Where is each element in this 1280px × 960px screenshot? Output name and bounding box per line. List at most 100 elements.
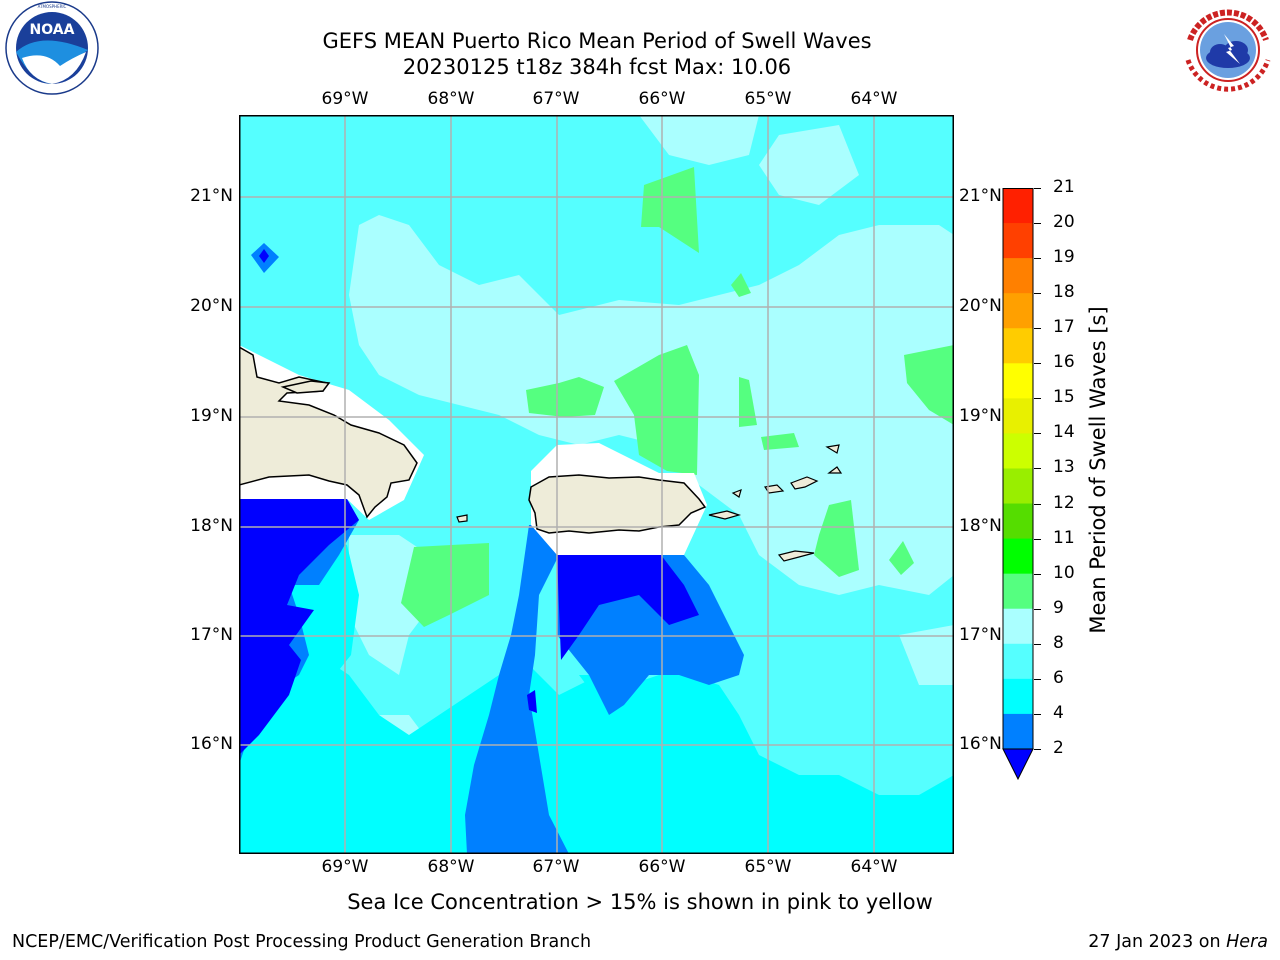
contour-9-10 [904, 345, 954, 425]
colorbar-tick-mark [1034, 433, 1041, 435]
colorbar-tick-mark [1034, 363, 1041, 365]
colorbar-tick-mark [1034, 223, 1041, 225]
colorbar-tick-label: 21 [1053, 177, 1075, 197]
lon-label-bottom: 68°W [427, 857, 475, 877]
lon-label-top: 66°W [638, 89, 686, 109]
lat-label-right: 19°N [959, 406, 1002, 426]
lat-label-right: 21°N [959, 186, 1002, 206]
colorbar-segment [1003, 293, 1033, 329]
colorbar-tick-mark [1034, 328, 1041, 330]
colorbar-tick-label: 11 [1053, 527, 1075, 548]
colorbar-tick-label: 2 [1053, 737, 1064, 758]
footer-machine: Hera [1226, 932, 1268, 952]
colorbar-segment [1003, 573, 1033, 610]
colorbar-segment [1003, 363, 1033, 399]
st-john-island [790, 476, 819, 490]
sea-ice-note: Sea Ice Concentration > 15% is shown in … [347, 890, 933, 914]
colorbar-tick-mark [1034, 293, 1041, 295]
colorbar-segment [1003, 643, 1033, 680]
contour-below-2 [527, 690, 537, 713]
colorbar-tick-label: 6 [1053, 667, 1064, 688]
colorbar-tick-label: 18 [1053, 282, 1075, 303]
lat-label-right: 20°N [959, 296, 1002, 316]
colorbar-tick-label: 14 [1053, 422, 1075, 443]
colorbar-segment [1003, 608, 1033, 645]
mona-island [456, 514, 468, 523]
contour-9-10 [526, 377, 604, 417]
contour-below-2 [259, 249, 269, 263]
lon-label-top: 65°W [744, 89, 792, 109]
colorbar-tick-label: 12 [1053, 492, 1075, 513]
svg-text:NOAA: NOAA [30, 22, 75, 38]
colorbar-segment [1003, 328, 1033, 364]
map-title-line1: GEFS MEAN Puerto Rico Mean Period of Swe… [322, 29, 872, 53]
lat-label-right: 16°N [959, 734, 1002, 754]
colorbar-tick-mark [1034, 188, 1041, 189]
colorbar-tick-label: 10 [1053, 562, 1075, 583]
colorbar-tick-mark [1034, 608, 1041, 610]
lon-label-bottom: 66°W [638, 857, 686, 877]
lon-label-top: 64°W [850, 89, 898, 109]
puerto-rico-land [528, 474, 707, 534]
svg-text:ATMOSPHERIC: ATMOSPHERIC [38, 4, 67, 9]
map-plot-area[interactable] [238, 115, 954, 855]
contour-9-10 [614, 345, 699, 475]
contour-8-9 [899, 625, 954, 685]
colorbar-tick-mark [1034, 573, 1041, 575]
lon-label-top: 69°W [321, 89, 369, 109]
map-title-line2: 20230125 t18z 384h fcst Max: 10.06 [402, 55, 792, 79]
colorbar-tick-label: 8 [1053, 632, 1064, 653]
colorbar-frame [1002, 188, 1034, 750]
colorbar [1002, 188, 1034, 782]
contour-below-2 [557, 555, 699, 660]
swell-period-map [238, 115, 954, 855]
contour-9-10 [889, 541, 914, 575]
colorbar-tick-label: 19 [1053, 247, 1075, 268]
anegada-island [825, 444, 840, 454]
colorbar-segment [1003, 503, 1033, 540]
footer-branch: NCEP/EMC/Verification Post Processing Pr… [12, 932, 592, 952]
colorbar-tick-mark [1034, 398, 1041, 400]
colorbar-tick-mark [1034, 643, 1041, 645]
colorbar-tick-label: 20 [1053, 212, 1075, 233]
colorbar-tick-label: 13 [1053, 457, 1075, 478]
colorbar-segment [1003, 433, 1033, 469]
footer-date: 27 Jan 2023 on Hera [1088, 932, 1268, 952]
footer-date-text: 27 Jan 2023 on [1088, 932, 1227, 952]
lat-label-right: 18°N [959, 516, 1002, 536]
colorbar-label-text: Mean Period of Swell Waves [s] [1086, 306, 1110, 634]
lon-label-bottom: 64°W [850, 857, 898, 877]
colorbar-tick-mark [1034, 678, 1041, 680]
vieques-island [708, 510, 742, 520]
map-frame [239, 115, 954, 854]
contour-9-10 [401, 543, 489, 627]
colorbar-svg [1002, 188, 1034, 781]
colorbar-tick-mark [1034, 468, 1041, 470]
lat-label-left: 17°N [190, 625, 233, 645]
lat-label-left: 21°N [190, 186, 233, 206]
colorbar-tick-label: 17 [1053, 317, 1075, 338]
culebra-island [731, 489, 742, 498]
contour-4-6 [239, 655, 954, 855]
colorbar-tick-mark [1034, 748, 1041, 750]
colorbar-segment [1003, 468, 1033, 505]
lon-label-top: 68°W [427, 89, 475, 109]
lat-label-left: 18°N [190, 516, 233, 536]
lon-label-bottom: 67°W [532, 857, 580, 877]
contour-9-10 [739, 377, 757, 427]
graticule [239, 115, 954, 854]
nws-logo [1176, 0, 1280, 100]
contour-below-2 [239, 499, 359, 755]
colorbar-extend-triangle [1002, 748, 1034, 781]
contour-9-10 [761, 433, 799, 450]
colorbar-segment [1003, 713, 1033, 750]
contour-2-4 [465, 525, 569, 854]
lon-label-bottom: 69°W [321, 857, 369, 877]
colorbar-segment [1003, 538, 1033, 575]
colorbar-tick-mark [1034, 538, 1041, 540]
st-croix-island [777, 550, 815, 562]
contour-9-10 [641, 167, 699, 253]
lat-label-left: 16°N [190, 734, 233, 754]
colorbar-tick-label: 4 [1053, 702, 1064, 723]
colorbar-tick-mark [1034, 503, 1041, 505]
